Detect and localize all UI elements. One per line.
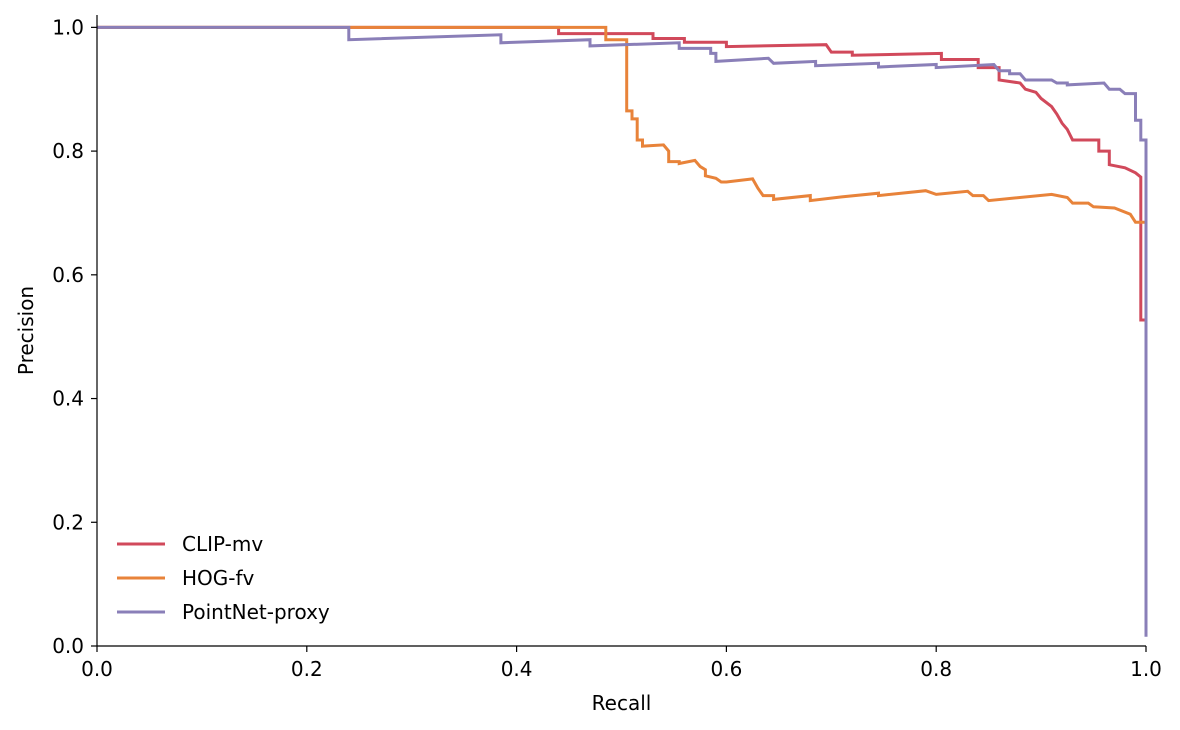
x-axis-label: Recall xyxy=(592,691,652,715)
series-line-clip-mv xyxy=(97,25,1146,322)
legend-label: CLIP-mv xyxy=(182,532,263,556)
x-tick-label: 0.4 xyxy=(501,657,533,681)
y-tick-label: 0.8 xyxy=(52,139,84,163)
legend: CLIP-mv HOG-fv PointNet-proxy xyxy=(117,532,330,624)
x-tick-label: 0.8 xyxy=(920,657,952,681)
x-tick-label: 0.6 xyxy=(710,657,742,681)
x-tick-label: 1.0 xyxy=(1130,657,1162,681)
x-tick-label: 0.0 xyxy=(81,657,113,681)
y-axis-ticks: 0.0 0.2 0.4 0.6 0.8 1.0 xyxy=(52,15,97,658)
series-line-hog-fv xyxy=(97,25,1146,224)
y-tick-label: 0.6 xyxy=(52,263,84,287)
x-axis-ticks: 0.0 0.2 0.4 0.6 0.8 1.0 xyxy=(81,646,1162,681)
legend-label: HOG-fv xyxy=(182,566,255,590)
plot-lines xyxy=(97,25,1148,637)
legend-label: PointNet-proxy xyxy=(182,600,330,624)
y-tick-label: 0.0 xyxy=(52,634,84,658)
x-tick-label: 0.2 xyxy=(291,657,323,681)
y-tick-label: 1.0 xyxy=(52,15,84,39)
y-axis-label: Precision xyxy=(14,286,38,375)
series-line-pointnet-proxy xyxy=(97,25,1148,637)
y-tick-label: 0.4 xyxy=(52,387,84,411)
y-tick-label: 0.2 xyxy=(52,510,84,534)
